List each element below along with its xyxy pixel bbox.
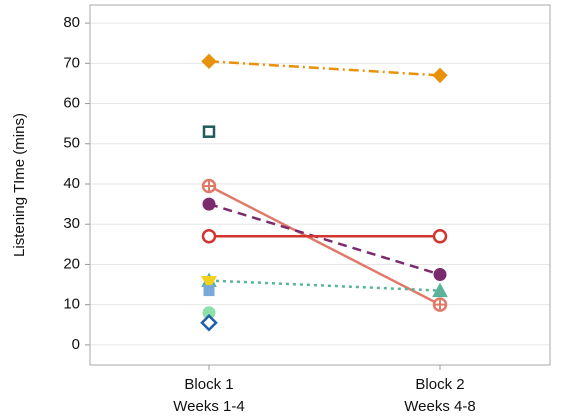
marker xyxy=(432,229,448,244)
marker xyxy=(432,67,448,84)
y-tick-label: 30 xyxy=(63,215,80,232)
marker-cross xyxy=(434,298,446,311)
marker xyxy=(201,53,217,70)
y-axis-label: Listening TIme (mins) xyxy=(11,113,28,257)
y-tick-label: 80 xyxy=(63,14,80,31)
marker xyxy=(203,285,215,297)
plot-frame xyxy=(89,4,551,366)
y-tick-label: 10 xyxy=(63,296,80,313)
y-tick-label: 70 xyxy=(63,54,80,71)
marker xyxy=(201,276,217,291)
y-tick-label: 60 xyxy=(63,95,80,112)
marker xyxy=(433,267,447,281)
marker xyxy=(202,125,216,138)
marker xyxy=(202,197,216,211)
marker-cross xyxy=(203,180,215,193)
y-tick-label: 40 xyxy=(63,175,80,192)
x-tick-label: Weeks 4-8 xyxy=(404,398,475,415)
x-tick-label: Block 2 xyxy=(415,376,464,393)
y-tick-label: 20 xyxy=(63,255,80,272)
series-line xyxy=(208,202,441,276)
y-tick-label: 0 xyxy=(72,336,80,353)
series-line xyxy=(208,60,441,77)
x-tick-label: Weeks 1-4 xyxy=(173,398,244,415)
marker xyxy=(201,229,217,244)
marker xyxy=(200,313,218,332)
y-tick-label: 50 xyxy=(63,135,80,152)
series-line xyxy=(208,184,441,306)
x-tick-label: Block 1 xyxy=(184,376,233,393)
marker xyxy=(432,282,448,298)
